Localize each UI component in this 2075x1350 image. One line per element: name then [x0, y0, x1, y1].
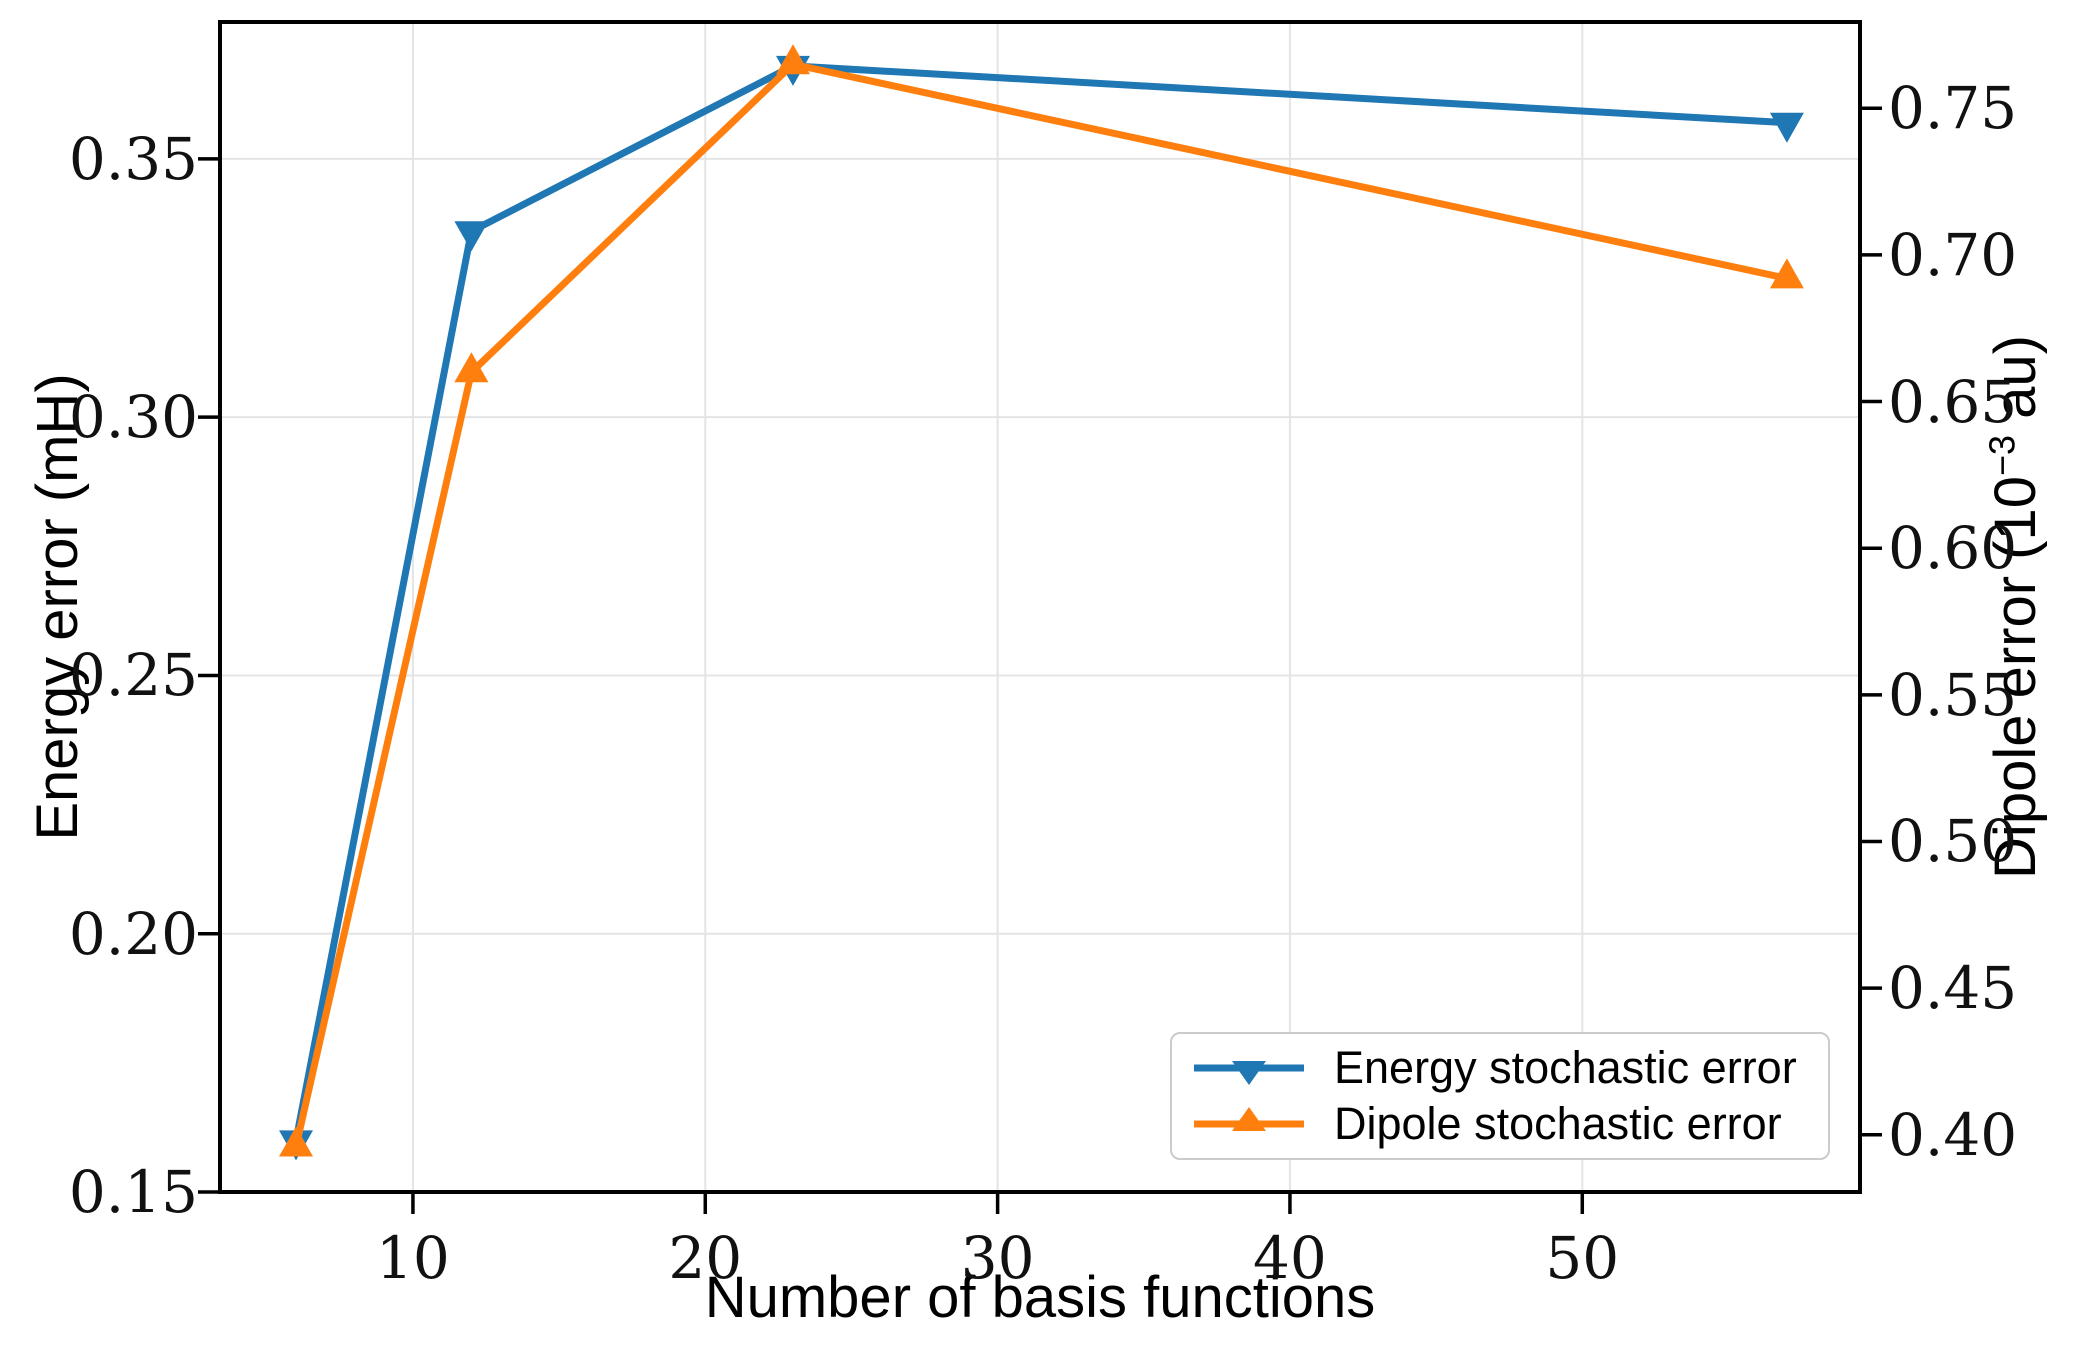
legend-label-energy: Energy stochastic error — [1334, 1042, 1797, 1093]
legend-sample-energy-line — [1194, 1061, 1304, 1085]
plot-spines — [218, 20, 1862, 1194]
series-line-energy — [292, 62, 1791, 1144]
y-tick-label-left: 0.15 — [68, 1158, 198, 1226]
triangle-down-icon — [1232, 1061, 1266, 1085]
triangle-up-marker — [1769, 258, 1804, 289]
legend: Energy stochastic error Dipole stochasti… — [1170, 1032, 1830, 1160]
triangle-down-marker — [1769, 112, 1804, 143]
y-tick-label-right: 0.40 — [1888, 1100, 2018, 1169]
y-tick-label-left: 0.20 — [68, 899, 198, 968]
triangle-down-marker — [454, 221, 489, 252]
x-axis-label: Number of basis functions — [704, 1265, 1376, 1330]
triangle-up-marker — [775, 44, 810, 75]
triangle-up-marker — [279, 1126, 314, 1157]
x-tick-label: 20 — [668, 1224, 743, 1292]
y-tick-label-right: 0.55 — [1888, 660, 2018, 729]
y-tick-label-left: 0.30 — [68, 383, 198, 452]
y-tick-label-right: 0.60 — [1888, 514, 2018, 583]
legend-row-energy: Energy stochastic error — [1190, 1042, 1818, 1094]
legend-sample-dipole-line — [1194, 1107, 1304, 1131]
series-line-dipole — [292, 60, 1791, 1151]
y-tick-label-right: 0.65 — [1888, 367, 2018, 436]
x-tick-label: 40 — [1253, 1224, 1327, 1292]
triangle-up-icon — [1232, 1107, 1266, 1131]
y-tick-label-left: 0.35 — [68, 124, 198, 193]
legend-row-dipole: Dipole stochastic error — [1190, 1098, 1818, 1150]
y-tick-label-right: 0.70 — [1888, 220, 2018, 289]
x-tick-label: 30 — [960, 1224, 1035, 1292]
y-tick-label-left: 0.25 — [68, 641, 198, 710]
y-axis-label-left: Energy error (mH) — [25, 373, 90, 841]
y-tick-label-right: 0.50 — [1888, 807, 2018, 876]
triangle-up-marker — [454, 352, 489, 383]
y-axis-label-right-superscript: −3 — [1981, 435, 2023, 476]
y-tick-label-right: 0.75 — [1888, 74, 2018, 143]
legend-label-dipole: Dipole stochastic error — [1334, 1098, 1782, 1149]
y-tick-label-right: 0.45 — [1888, 954, 2018, 1023]
x-tick-label: 10 — [376, 1224, 450, 1292]
x-tick-label: 50 — [1545, 1224, 1620, 1292]
